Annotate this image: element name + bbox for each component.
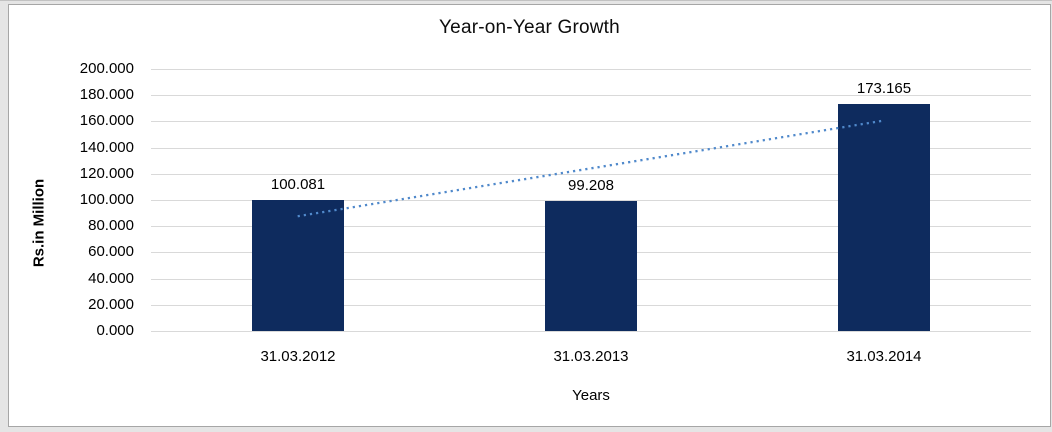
x-axis-title: Years xyxy=(572,387,610,404)
y-tick-label: 40.000 xyxy=(88,270,134,287)
gridline xyxy=(151,69,1031,70)
x-category-label: 31.03.2014 xyxy=(846,348,922,365)
y-tick-label: 160.000 xyxy=(79,112,134,129)
y-tick-label: 200.000 xyxy=(79,60,134,77)
gridline xyxy=(151,331,1031,332)
y-tick-label: 0.000 xyxy=(96,322,134,339)
bar-31.03.2013 xyxy=(545,201,637,331)
outer-frame-top-line xyxy=(0,0,1052,1)
y-tick-label: 180.000 xyxy=(79,86,134,103)
gridline xyxy=(151,95,1031,96)
bar-31.03.2012 xyxy=(252,200,344,331)
bar-31.03.2014 xyxy=(838,104,930,331)
x-category-label: 31.03.2013 xyxy=(553,348,629,365)
y-tick-label: 60.000 xyxy=(88,243,134,260)
y-tick-label: 100.000 xyxy=(79,191,134,208)
bar-data-label: 99.208 xyxy=(568,177,614,194)
bar-data-label: 173.165 xyxy=(856,80,912,97)
gridline xyxy=(151,174,1031,175)
y-tick-label: 120.000 xyxy=(79,165,134,182)
gridline xyxy=(151,200,1031,201)
chart-panel: Year-on-Year Growth Rs.in Million 200.00… xyxy=(8,4,1051,427)
y-tick-label: 140.000 xyxy=(79,139,134,156)
linear-trendline xyxy=(297,119,885,218)
chart-title: Year-on-Year Growth xyxy=(439,17,620,38)
plot-area: 100.081 99.208 173.165 xyxy=(151,69,1031,332)
y-tick-label: 20.000 xyxy=(88,296,134,313)
y-tick-label: 80.000 xyxy=(88,217,134,234)
bar-data-label: 100.081 xyxy=(270,176,326,193)
gridline xyxy=(151,148,1031,149)
gridline xyxy=(151,121,1031,122)
x-category-label: 31.03.2012 xyxy=(260,348,336,365)
